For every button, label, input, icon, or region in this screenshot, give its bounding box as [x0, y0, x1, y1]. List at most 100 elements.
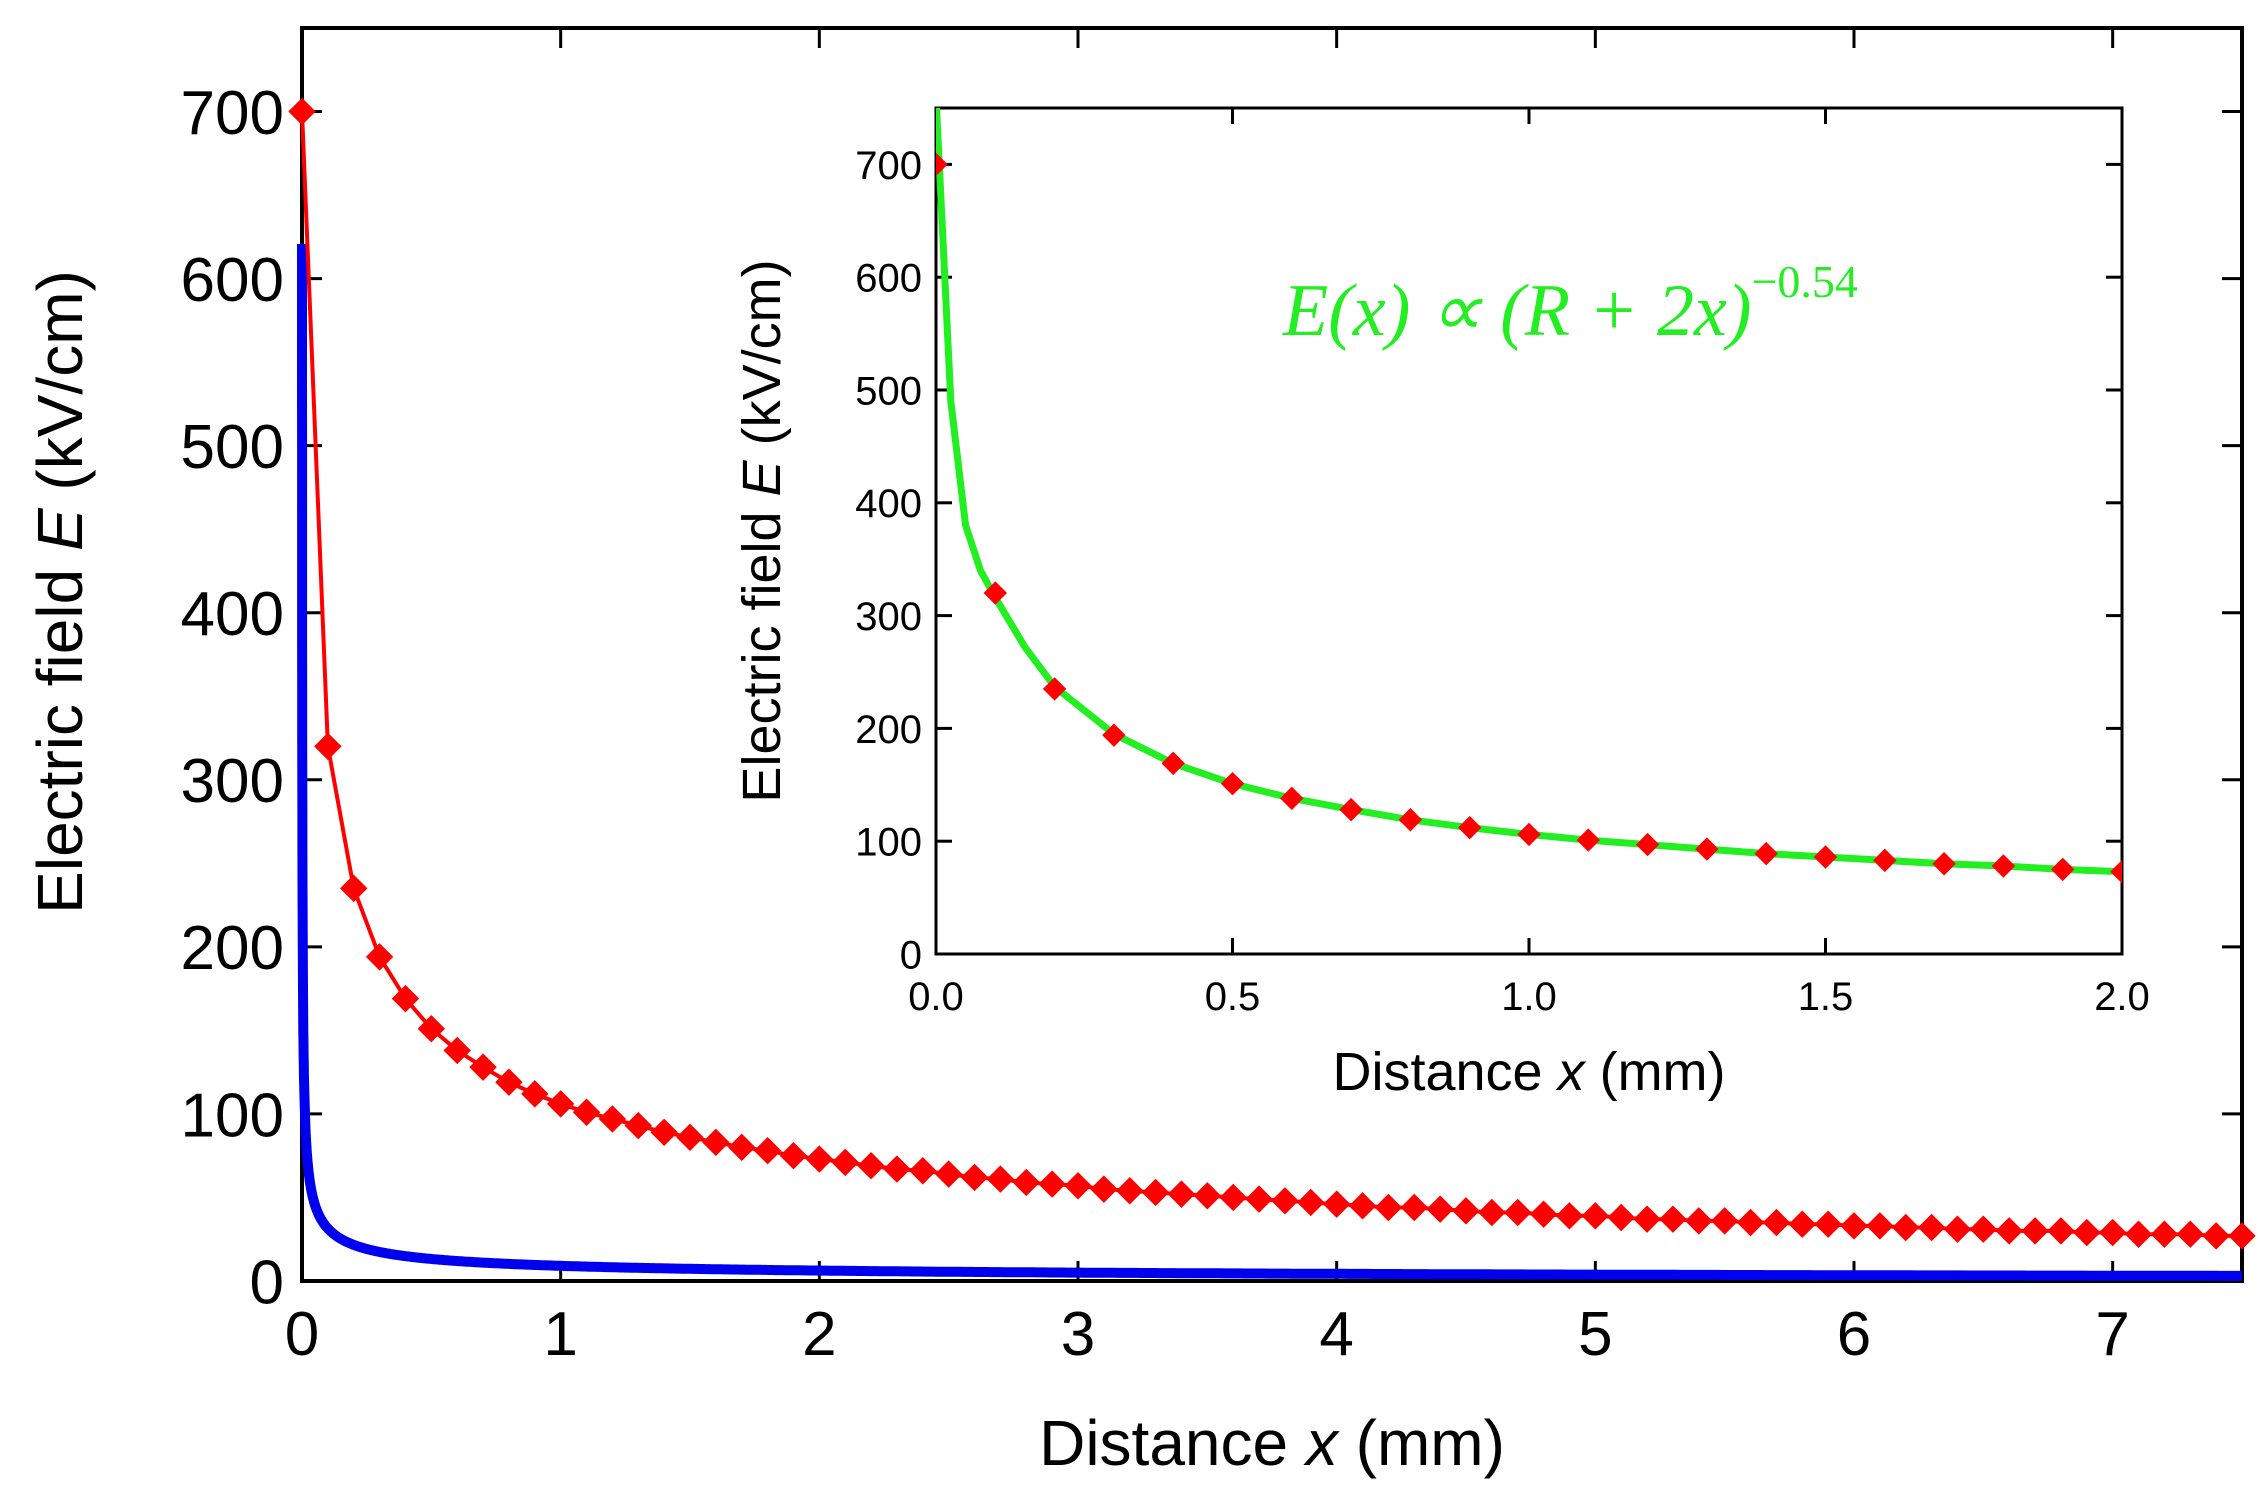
y-tick-label: 500 — [181, 413, 284, 482]
inset-simulation-point — [1220, 771, 1245, 796]
inset-simulation-point — [1102, 723, 1126, 747]
simulation-point — [1478, 1198, 1506, 1227]
y-tick-label: 500 — [855, 369, 922, 413]
simulation-point — [1581, 1202, 1610, 1230]
simulation-point — [1762, 1208, 1791, 1237]
simulation-point — [909, 1157, 937, 1185]
simulation-point — [2150, 1220, 2179, 1248]
simulation-point — [702, 1128, 730, 1157]
inset-simulation-point — [1932, 852, 1956, 876]
simulation-point — [1038, 1170, 1066, 1198]
simulation-point — [1116, 1177, 1144, 1205]
simulation-point — [1271, 1187, 1299, 1215]
x-tick-label: 1.5 — [1798, 975, 1854, 1019]
y-tick-label: 0 — [900, 933, 922, 977]
x-tick-label: 0 — [285, 1300, 319, 1369]
simulation-point — [1167, 1180, 1196, 1208]
simulation-point — [1607, 1203, 1635, 1232]
simulation-point — [779, 1141, 808, 1170]
simulation-point — [1012, 1168, 1040, 1197]
inset-plot-frame — [934, 106, 2124, 956]
main-axes: 0 1 2 3 4 5 6 7 0 100 200 300 400 500 600 700 — [181, 28, 2242, 1369]
main-x-axis-label: Distance x (mm) — [1039, 1407, 1505, 1479]
simulation-point — [1090, 1175, 1118, 1203]
simulation-point — [1245, 1185, 1273, 1213]
x-tick-label: 4 — [1319, 1300, 1353, 1369]
simulation-point — [676, 1123, 704, 1152]
inset-simulation-point — [2110, 859, 2122, 884]
main-series — [288, 97, 2256, 1281]
y-tick-label: 600 — [855, 257, 922, 301]
simulation-point — [1840, 1212, 1868, 1240]
simulation-point — [1529, 1200, 1558, 1228]
simulation-point — [1374, 1193, 1403, 1222]
x-tick-label: 2.0 — [2094, 975, 2150, 1019]
simulation-point — [495, 1068, 523, 1096]
fit-curve-line — [297, 244, 2242, 1281]
simulation-point — [1064, 1172, 1092, 1200]
x-tick-label: 6 — [1837, 1300, 1871, 1369]
inset-axes: 0.0 0.5 1.0 1.5 2.0 0 100 200 300 400 500 600 700 — [855, 108, 2150, 1019]
simulation-point — [1892, 1213, 1920, 1242]
simulation-point — [831, 1148, 859, 1177]
inset-simulation-point — [1576, 828, 1601, 852]
inset-simulation-point — [1339, 797, 1363, 822]
simulation-point — [960, 1163, 989, 1192]
inset-simulation-point — [1754, 841, 1778, 866]
simulation-point — [2098, 1218, 2127, 1247]
y-tick-label: 0 — [250, 1248, 284, 1317]
simulation-point — [469, 1053, 497, 1081]
simulation-point — [753, 1136, 782, 1165]
simulation-point — [1943, 1215, 1972, 1243]
y-tick-label: 300 — [181, 747, 284, 816]
simulation-point — [1400, 1193, 1428, 1222]
x-tick-label: 5 — [1578, 1300, 1612, 1369]
simulation-point — [624, 1111, 652, 1140]
simulation-point — [2176, 1220, 2204, 1248]
simulation-point — [1685, 1207, 1713, 1235]
simulation-point — [314, 732, 342, 761]
simulation-point — [1710, 1207, 1739, 1235]
y-tick-label: 600 — [181, 246, 284, 315]
simulation-point — [1141, 1178, 1170, 1207]
y-tick-label: 100 — [181, 1081, 284, 1150]
simulation-point — [521, 1080, 549, 1108]
simulation-point — [934, 1160, 963, 1188]
y-tick-label: 400 — [181, 580, 284, 649]
simulation-point — [1788, 1210, 1816, 1238]
y-tick-label: 700 — [181, 79, 284, 148]
inset-series — [936, 108, 2122, 884]
y-tick-label: 200 — [855, 708, 922, 752]
simulation-point — [365, 943, 394, 971]
simulation-point — [857, 1152, 885, 1180]
simulation-point — [1736, 1208, 1765, 1237]
simulation-point — [598, 1105, 627, 1133]
simulation-point — [572, 1098, 601, 1126]
simulation-point — [986, 1165, 1015, 1193]
y-tick-label: 400 — [855, 482, 922, 526]
x-tick-label: 1.0 — [1501, 975, 1557, 1019]
inset-simulation-point — [1457, 815, 1482, 840]
simulation-point — [546, 1090, 575, 1118]
simulation-point — [728, 1133, 756, 1162]
simulation-point — [391, 984, 420, 1013]
inset-simulation-point — [1991, 854, 2016, 878]
simulation-point — [340, 874, 368, 903]
x-tick-label: 1 — [543, 1300, 577, 1369]
simulation-point — [1297, 1188, 1325, 1217]
simulation-point — [883, 1155, 911, 1183]
simulation-point — [1917, 1213, 1946, 1242]
y-tick-label: 200 — [181, 914, 284, 983]
simulation-point — [288, 97, 316, 126]
inset-simulation-point — [936, 152, 948, 177]
inset-simulation-point — [1280, 786, 1304, 811]
simulation-point — [1426, 1195, 1454, 1223]
inset-simulation-point — [1398, 808, 1423, 832]
x-tick-label: 0.0 — [908, 975, 964, 1019]
simulation-point — [2073, 1218, 2101, 1247]
main-y-axis-label: Electric field E (kV/cm) — [24, 270, 96, 914]
inset-simulation-point — [1813, 845, 1838, 869]
simulation-point — [1659, 1205, 1687, 1233]
simulation-point — [2021, 1217, 2049, 1245]
x-tick-label: 2 — [802, 1300, 836, 1369]
